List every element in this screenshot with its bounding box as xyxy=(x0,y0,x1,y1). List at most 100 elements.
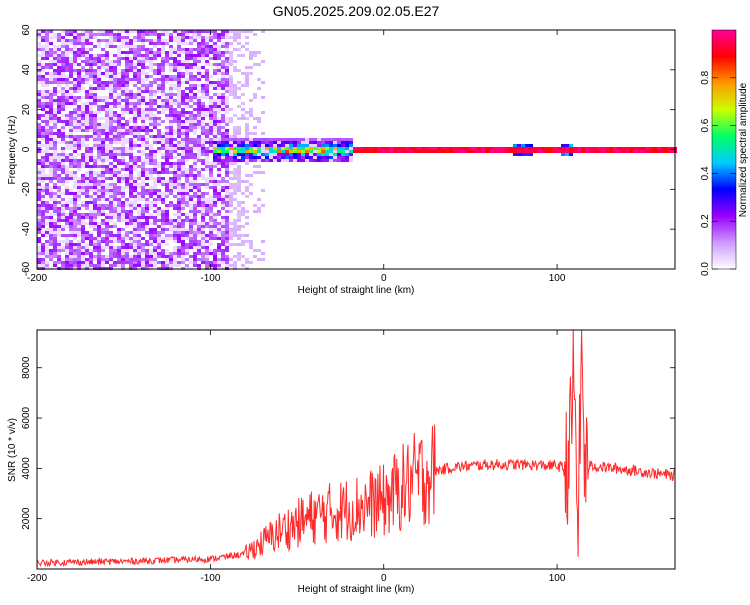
spectrogram-cell xyxy=(85,75,89,78)
spectrogram-cell xyxy=(297,159,301,162)
spectrogram-cell xyxy=(81,111,85,114)
spectrogram-cell xyxy=(217,123,221,126)
spectrogram-cell xyxy=(185,198,189,201)
spectrogram-cell xyxy=(117,168,121,171)
spectrogram-cell xyxy=(217,135,221,138)
spectrogram-cell xyxy=(297,138,301,141)
spectrogram-cell xyxy=(73,237,77,240)
spectrogram-cell xyxy=(205,255,209,258)
spectrogram-cell xyxy=(113,141,117,144)
spectrogram-cell xyxy=(65,168,69,171)
spectrogram-cell xyxy=(113,39,117,42)
spectrogram-cell xyxy=(181,207,185,210)
spectrogram-cell xyxy=(161,57,165,60)
spectrogram-cell xyxy=(157,147,161,150)
spectrogram-cell xyxy=(49,204,53,207)
spectrogram-cell xyxy=(349,156,353,159)
spectrogram-cell xyxy=(157,105,161,108)
spectrogram-cell xyxy=(81,231,85,234)
spectrogram-cell xyxy=(205,183,209,186)
spectrogram-cell xyxy=(125,186,129,189)
spectrogram-cell xyxy=(217,84,221,87)
spectrogram-cell xyxy=(41,48,45,51)
spectrogram-cell xyxy=(109,216,113,219)
spectrogram-cell xyxy=(101,72,105,75)
spectrogram-cell xyxy=(201,195,205,198)
spectrogram-cell xyxy=(197,186,201,189)
spectrogram-cell xyxy=(49,105,53,108)
spectrogram-cell xyxy=(97,225,101,228)
spectrogram-cell xyxy=(77,231,81,234)
spectrogram-y-label: Frequency (Hz) xyxy=(7,116,18,185)
spectrogram-cell xyxy=(157,150,161,153)
spectrogram-cell xyxy=(157,96,161,99)
spectrogram-cell xyxy=(213,147,217,150)
spectrogram-cell xyxy=(233,171,237,174)
spectrogram-cell xyxy=(117,60,121,63)
spectrogram-cell xyxy=(229,75,233,78)
spectrogram-cell xyxy=(253,33,257,36)
spectrogram-cell xyxy=(165,141,169,144)
spectrogram-cell xyxy=(225,57,229,60)
spectrogram-cell xyxy=(157,180,161,183)
spectrogram-cell xyxy=(101,219,105,222)
spectrogram-cell xyxy=(137,126,141,129)
spectrogram-cell xyxy=(237,153,241,156)
spectrogram-cell xyxy=(173,66,177,69)
spectrogram-cell xyxy=(117,96,121,99)
spectrogram-cell xyxy=(113,264,117,267)
spectrogram-cell xyxy=(205,180,209,183)
spectrogram-cell xyxy=(189,141,193,144)
spectrogram-cell xyxy=(157,249,161,252)
spectrogram-cell xyxy=(125,30,129,33)
spectrogram-cell xyxy=(273,153,277,156)
spectrogram-cell xyxy=(173,252,177,255)
spectrogram-cell xyxy=(41,150,45,153)
spectrogram-cell xyxy=(177,195,181,198)
spectrogram-cell xyxy=(217,129,221,132)
spectrogram-cell xyxy=(61,96,65,99)
spectrogram-cell xyxy=(113,168,117,171)
spectrogram-cell xyxy=(177,114,181,117)
spectrogram-cell xyxy=(109,117,113,120)
spectrogram-cell xyxy=(121,72,125,75)
spectrogram-cell xyxy=(385,150,389,153)
spectrogram-cell xyxy=(229,87,233,90)
spectrogram-cell xyxy=(65,207,69,210)
spectrogram-cell xyxy=(93,138,97,141)
spectrogram-cell xyxy=(181,93,185,96)
spectrogram-cell xyxy=(69,102,73,105)
spectrogram-cell xyxy=(181,120,185,123)
spectrogram-cell xyxy=(125,102,129,105)
spectrogram-cell xyxy=(77,168,81,171)
spectrogram-cell xyxy=(101,246,105,249)
spectrogram-cell xyxy=(89,171,93,174)
spectrogram-cell xyxy=(173,102,177,105)
spectrogram-cell xyxy=(45,78,49,81)
spectrogram-cell xyxy=(41,57,45,60)
spectrogram-cell xyxy=(213,87,217,90)
spectrogram-cell xyxy=(229,81,233,84)
spectrogram-cell xyxy=(261,141,265,144)
spectrogram-cell xyxy=(177,153,181,156)
spectrogram-cell xyxy=(173,204,177,207)
spectrogram-cell xyxy=(89,210,93,213)
spectrogram-cell xyxy=(65,78,69,81)
spectrogram-cell xyxy=(161,138,165,141)
spectrogram-cell xyxy=(113,60,117,63)
spectrogram-cell xyxy=(129,111,133,114)
spectrogram-cell xyxy=(237,69,241,72)
spectrogram-cell xyxy=(65,222,69,225)
spectrogram-cell xyxy=(73,201,77,204)
spectrogram-cell xyxy=(109,84,113,87)
spectrogram-cell xyxy=(105,168,109,171)
spectrogram-cell xyxy=(141,183,145,186)
spectrogram-cell xyxy=(245,48,249,51)
spectrogram-cell xyxy=(61,99,65,102)
spectrogram-cell xyxy=(221,45,225,48)
spectrogram-cell xyxy=(109,93,113,96)
spectrogram-cell xyxy=(169,192,173,195)
spectrogram-cell xyxy=(181,39,185,42)
spectrogram-cell xyxy=(141,102,145,105)
spectrogram-cell xyxy=(57,90,61,93)
